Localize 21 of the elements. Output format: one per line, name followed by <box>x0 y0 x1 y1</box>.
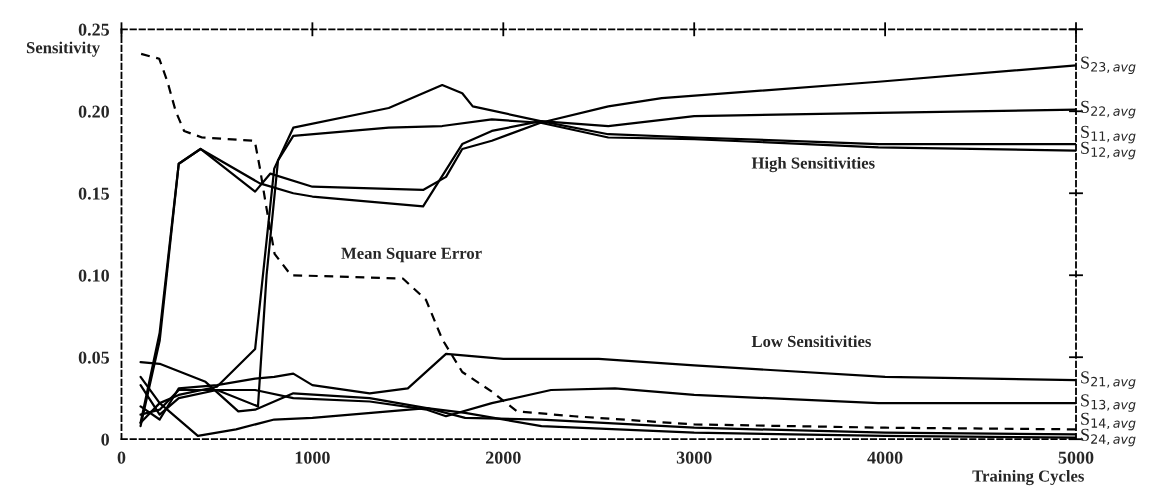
legend-label: S$_{23,avg}$ <box>1081 56 1136 75</box>
x-tick-label: 4000 <box>867 451 903 464</box>
annotation: Mean Square Error <box>341 247 482 263</box>
x-tick-label: 0 <box>117 451 126 464</box>
y-tick-label: 0.20 <box>78 105 109 118</box>
y-tick-label: 0 <box>101 433 109 446</box>
x-tick-label: 3000 <box>676 451 712 464</box>
annotation: High Sensitivities <box>751 156 875 173</box>
x-axis-title: Training Cycles <box>972 469 1084 486</box>
y-axis-title: Sensitivity <box>26 41 100 57</box>
y-tick-label: 0.10 <box>78 269 109 282</box>
x-tick-label: 5000 <box>1058 451 1094 464</box>
y-tick-label: 0.05 <box>78 351 110 364</box>
legend-label: S$_{21,avg}$ <box>1081 371 1136 389</box>
series-label: S$_{13,avg}$ <box>1081 394 1136 412</box>
y-tick-label: 0.25 <box>78 23 110 36</box>
x-tick-label: 2000 <box>486 451 521 464</box>
x-tick-label: 1000 <box>295 451 330 464</box>
y-tick-label: 0.15 <box>78 187 110 200</box>
series-label: S$_{22,avg}$ <box>1081 100 1136 119</box>
annotation: Low Sensitivities <box>751 335 871 348</box>
